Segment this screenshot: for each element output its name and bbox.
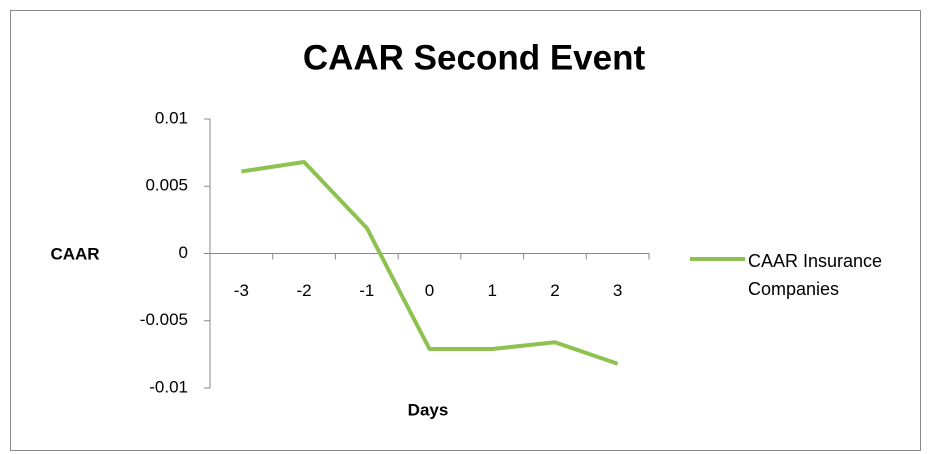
y-tick-label: 0.005	[145, 176, 188, 195]
x-tick-label: -3	[234, 281, 249, 300]
chart-title: CAAR Second Event	[303, 38, 646, 77]
x-tick-label: 3	[613, 281, 622, 300]
chart-frame	[10, 10, 921, 451]
y-axis-label: CAAR	[50, 244, 99, 263]
legend-label: CAAR Insurance Companies	[748, 251, 883, 299]
y-tick-label: 0	[179, 243, 188, 262]
x-tick-label: 0	[425, 281, 434, 300]
data-line	[241, 160, 619, 366]
x-tick-label: -2	[297, 281, 312, 300]
y-tick-label: -0.01	[149, 377, 188, 396]
x-axis-label: Days	[408, 400, 449, 419]
x-tick-label: -1	[359, 281, 374, 300]
y-tick-label: -0.005	[140, 310, 188, 329]
x-tick-label: 2	[550, 281, 559, 300]
x-tick-label: 1	[487, 281, 496, 300]
y-tick-label: 0.01	[155, 108, 188, 127]
